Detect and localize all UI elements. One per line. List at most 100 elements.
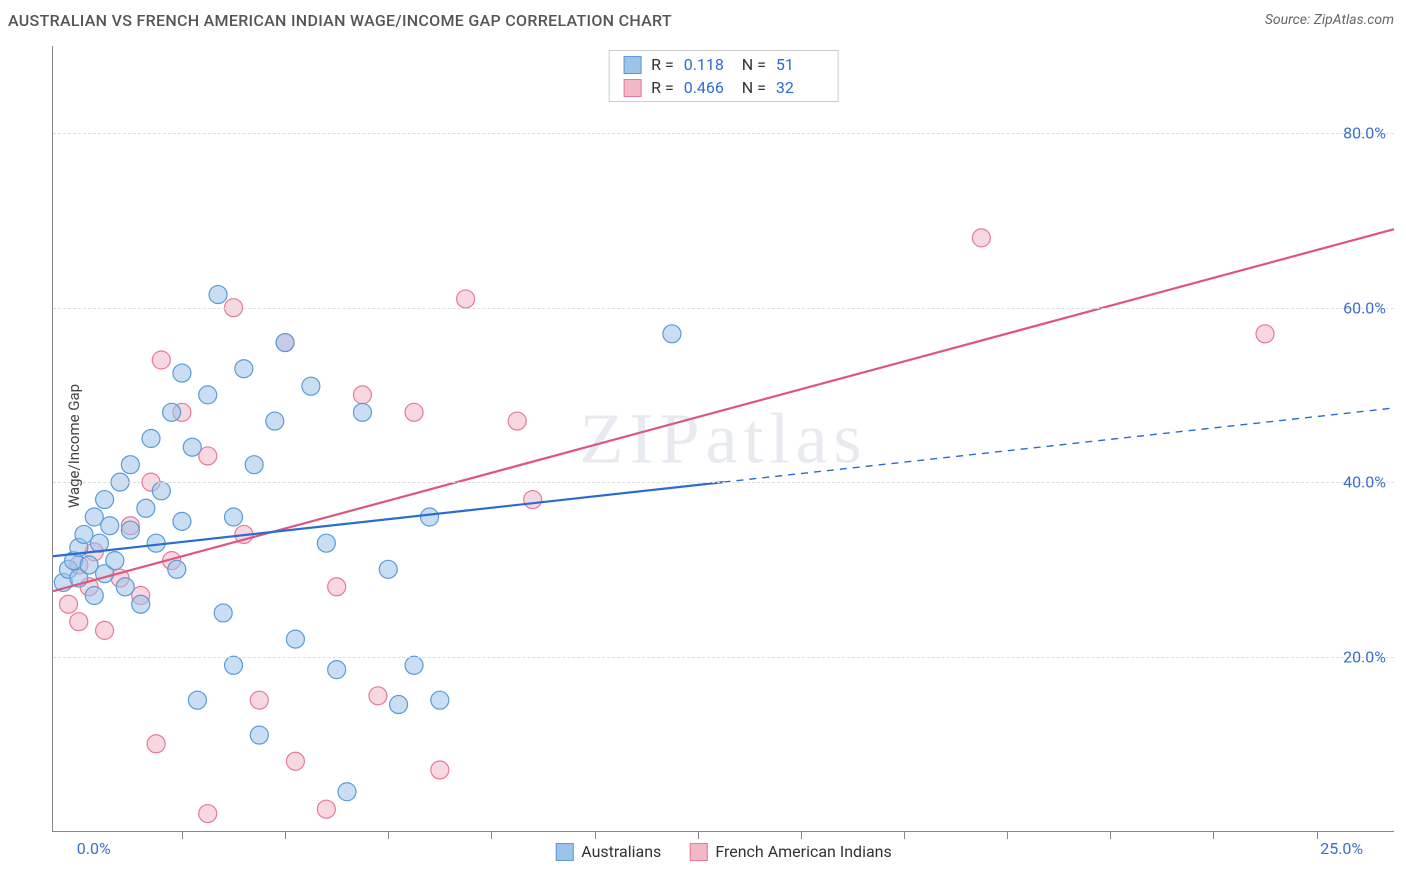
scatter-point [121,521,139,539]
plot-area: ZIPatlas R = 0.118 N = 51 R = 0.466 N = … [52,46,1394,832]
scatter-point [85,587,103,605]
scatter-point [70,613,88,631]
r-label: R = [651,78,674,97]
scatter-point [101,517,119,535]
scatter-point [431,761,449,779]
swatch-french-ai-icon [623,79,641,97]
trend-line-dashed [724,408,1395,482]
r-value-french-ai: 0.466 [684,78,732,97]
r-value-australians: 0.118 [684,55,732,74]
scatter-point [59,595,77,613]
scatter-point [168,560,186,578]
scatter-point [421,508,439,526]
scatter-point [353,386,371,404]
scatter-point [369,687,387,705]
scatter-point [250,691,268,709]
y-tick-label: 40.0% [1343,473,1386,492]
x-tick [285,831,286,839]
scatter-point [328,661,346,679]
scatter-point [225,656,243,674]
r-label: R = [651,55,674,74]
scatter-point [250,726,268,744]
scatter-point [163,403,181,421]
scatter-point [199,805,217,823]
scatter-point [266,412,284,430]
scatter-point [209,286,227,304]
swatch-australians-icon [623,56,641,74]
scatter-point [152,351,170,369]
swatch-australians-icon [555,843,573,861]
stats-row-french-ai: R = 0.466 N = 32 [609,76,838,99]
scatter-point [235,360,253,378]
scatter-point [173,512,191,530]
n-value-french-ai: 32 [776,78,824,97]
scatter-point [214,604,232,622]
scatter-point [317,800,335,818]
x-tick [1213,831,1214,839]
scatter-point [379,560,397,578]
scatter-point [152,482,170,500]
n-value-australians: 51 [776,55,824,74]
x-tick [801,831,802,839]
legend-item-french-ai: French American Indians [689,842,891,861]
gridline [53,133,1394,134]
y-tick-label: 60.0% [1343,298,1386,317]
stats-row-australians: R = 0.118 N = 51 [609,53,838,76]
trend-line [53,229,1394,591]
scatter-point [147,735,165,753]
scatter-point [286,752,304,770]
gridline [53,657,1394,658]
scatter-point [245,456,263,474]
x-tick [595,831,596,839]
scatter-point [116,578,134,596]
scatter-point [524,491,542,509]
scatter-point [137,499,155,517]
chart-svg [53,46,1394,831]
scatter-point [663,325,681,343]
scatter-point [317,534,335,552]
scatter-point [405,656,423,674]
x-tick [1317,831,1318,839]
x-tick [1110,831,1111,839]
x-tick [1007,831,1008,839]
scatter-point [199,386,217,404]
scatter-point [132,595,150,613]
scatter-point [328,578,346,596]
swatch-french-ai-icon [689,843,707,861]
scatter-point [286,630,304,648]
scatter-point [302,377,320,395]
scatter-point [173,364,191,382]
scatter-point [142,430,160,448]
x-tick [182,831,183,839]
scatter-point [338,783,356,801]
source-attribution: Source: ZipAtlas.com [1265,12,1394,28]
scatter-point [106,552,124,570]
legend-label-australians: Australians [581,842,661,861]
scatter-point [405,403,423,421]
x-tick-label: 0.0% [77,839,111,858]
scatter-point [183,438,201,456]
x-tick-label: 25.0% [1320,839,1363,858]
x-tick [904,831,905,839]
x-tick [491,831,492,839]
x-tick [388,831,389,839]
series-legend: Australians French American Indians [555,842,892,861]
scatter-point [353,403,371,421]
scatter-point [188,691,206,709]
scatter-point [1256,325,1274,343]
x-tick [698,831,699,839]
n-label: N = [742,55,766,74]
y-tick-label: 80.0% [1343,124,1386,143]
gridline [53,308,1394,309]
n-label: N = [742,78,766,97]
scatter-point [972,229,990,247]
scatter-point [390,696,408,714]
gridline [53,482,1394,483]
chart-title: AUSTRALIAN VS FRENCH AMERICAN INDIAN WAG… [8,11,672,30]
scatter-point [508,412,526,430]
scatter-point [225,508,243,526]
legend-item-australians: Australians [555,842,661,861]
scatter-point [431,691,449,709]
scatter-point [96,491,114,509]
scatter-point [121,456,139,474]
